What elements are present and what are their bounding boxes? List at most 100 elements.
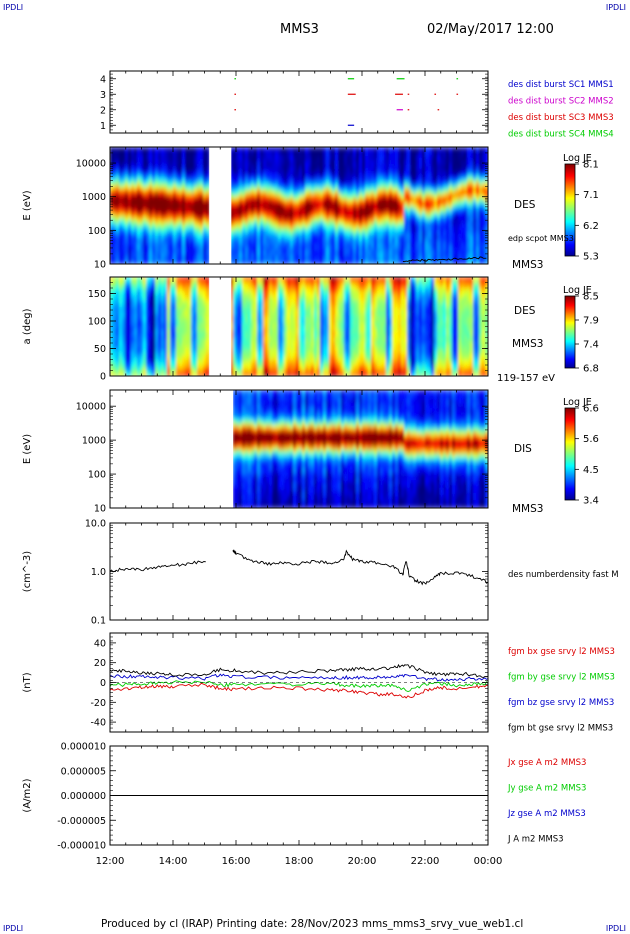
- spectrogram-cell: [263, 205, 267, 210]
- spectrogram-cell: [329, 181, 333, 186]
- spectrogram-cell: [353, 229, 357, 234]
- spectrogram-cell: [173, 364, 177, 368]
- spectrogram-cell: [425, 171, 429, 176]
- spectrogram-cell: [260, 208, 264, 213]
- spectrogram-cell: [464, 184, 468, 189]
- spectrogram-cell: [362, 188, 366, 193]
- spectrogram-cell: [308, 160, 312, 165]
- spectrogram-cell: [164, 164, 168, 169]
- spectrogram-cell: [419, 260, 423, 264]
- spectrogram-cell: [335, 205, 339, 210]
- spectrogram-cell: [323, 236, 327, 241]
- spectrogram-cell: [344, 250, 348, 255]
- spectrogram-cell: [161, 341, 165, 345]
- spectrogram-cell: [137, 373, 141, 376]
- spectrogram-cell: [284, 236, 288, 241]
- spectrogram-cell: [176, 314, 180, 319]
- spectrogram-cell: [128, 306, 132, 310]
- spectrogram-cell: [296, 160, 300, 165]
- spectrogram-cell: [131, 329, 135, 333]
- spectrogram-cell: [116, 294, 120, 298]
- spectrogram-cell: [392, 181, 396, 186]
- spectrogram-cell: [317, 184, 321, 189]
- spectrogram-cell: [416, 198, 420, 203]
- spectrogram-cell: [374, 250, 378, 255]
- spectrogram-cell: [359, 157, 363, 162]
- spectrogram-cell: [332, 167, 336, 172]
- spectrogram-cell: [164, 174, 168, 179]
- spectrogram-cell: [290, 233, 294, 238]
- spectrogram-cell: [128, 358, 132, 363]
- spectrogram-cell: [353, 157, 357, 162]
- spectrogram-cell: [422, 229, 426, 234]
- spectrogram-cell: [122, 167, 126, 172]
- spectrogram-cell: [236, 243, 240, 248]
- spectrogram-cell: [485, 147, 488, 152]
- spectrogram-cell: [350, 181, 354, 186]
- spectrogram-cell: [197, 233, 201, 238]
- spectrogram-cell: [125, 291, 129, 296]
- spectrogram-cell: [410, 236, 414, 241]
- spectrogram-cell: [275, 147, 279, 152]
- spectrogram-cell: [149, 153, 153, 158]
- spectrogram-cell: [149, 202, 153, 207]
- spectrogram-cell: [377, 177, 381, 183]
- spectrogram-cell: [116, 212, 120, 217]
- spectrogram-cell: [173, 352, 177, 357]
- spectrogram-cell: [155, 246, 159, 251]
- spectrogram-cell: [479, 160, 483, 165]
- spectrogram-cell: [257, 243, 261, 248]
- spectrogram-cell: [308, 246, 312, 251]
- spectrogram-cell: [122, 239, 126, 244]
- spectrogram-cell: [284, 229, 288, 234]
- spectrogram-cell: [311, 229, 315, 234]
- spectrogram-cell: [191, 181, 195, 186]
- spectrogram-cell: [296, 164, 300, 169]
- spectrogram-cell: [155, 297, 159, 301]
- spectrogram-cell: [320, 164, 324, 169]
- spectrogram-cell: [134, 346, 138, 351]
- spectrogram-cell: [326, 257, 330, 262]
- spectrogram-cell: [173, 184, 177, 189]
- spectrogram-cell: [236, 164, 240, 169]
- spectrogram-cell: [431, 177, 435, 183]
- spectrogram-cell: [152, 303, 156, 307]
- spectrogram-cell: [119, 246, 123, 251]
- spectrogram-cell: [167, 297, 171, 301]
- spectrogram-cell: [281, 157, 285, 162]
- spectrogram-cell: [152, 222, 156, 227]
- spectrogram-cell: [395, 233, 399, 238]
- spectrogram-cell: [170, 349, 174, 354]
- spectrogram-cell: [137, 309, 141, 313]
- spectrogram-cell: [467, 157, 471, 162]
- spectrogram-cell: [170, 343, 174, 348]
- spectrogram-cell: [119, 150, 123, 155]
- spectrogram-cell: [422, 243, 426, 248]
- spectrogram-cell: [464, 150, 468, 155]
- spectrogram-cell: [398, 153, 402, 158]
- spectrogram-cell: [278, 243, 282, 248]
- spectrogram-cell: [356, 174, 360, 179]
- spectrogram-cell: [278, 233, 282, 238]
- spectrogram-cell: [407, 222, 411, 227]
- spectrogram-cell: [431, 167, 435, 172]
- spectrogram-cell: [170, 167, 174, 172]
- spectrogram-cell: [386, 147, 390, 152]
- spectrogram-cell: [146, 191, 150, 196]
- spectrogram-cell: [341, 208, 345, 213]
- spectrogram-cell: [380, 171, 384, 176]
- spectrogram-cell: [173, 253, 177, 258]
- spectrogram-cell: [314, 147, 318, 152]
- spectrogram-cell: [191, 309, 195, 313]
- spectrogram-cell: [161, 314, 165, 319]
- spectrogram-cell: [353, 246, 357, 251]
- spectrogram-cell: [137, 208, 141, 213]
- spectrogram-cell: [410, 253, 414, 258]
- spectrogram-cell: [125, 160, 129, 165]
- spectrogram-cell: [134, 311, 138, 316]
- spectrogram-cell: [239, 150, 243, 155]
- spectrogram-cell: [470, 246, 474, 251]
- spectrogram-cell: [392, 164, 396, 169]
- spectrogram-cell: [191, 184, 195, 189]
- spectrogram-cell: [164, 288, 168, 293]
